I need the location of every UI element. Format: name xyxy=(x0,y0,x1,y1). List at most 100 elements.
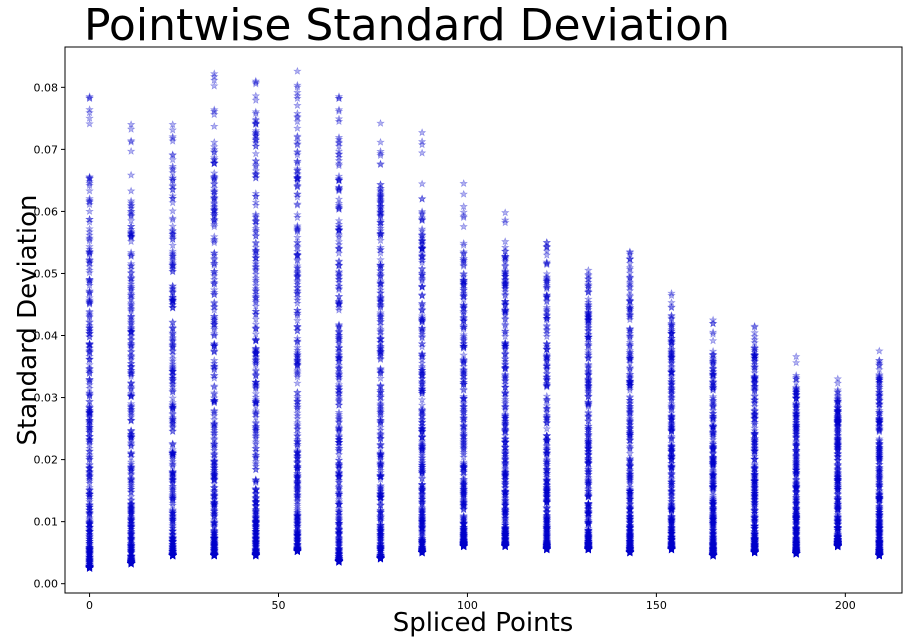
scatter-point xyxy=(85,549,94,558)
scatter-point xyxy=(85,93,94,102)
scatter-point xyxy=(126,136,136,145)
scatter-point xyxy=(85,173,94,182)
scatter-point xyxy=(126,475,136,484)
chart-title: Pointwise Standard Deviation xyxy=(84,0,730,51)
scatter-point xyxy=(168,537,177,546)
scatter-point xyxy=(126,559,136,568)
scatter-point xyxy=(85,298,94,308)
scatter-point xyxy=(85,544,94,553)
scatter-point xyxy=(126,534,136,543)
scatter-point xyxy=(293,378,302,387)
scatter-point xyxy=(126,391,136,400)
scatter-point xyxy=(376,137,385,146)
data-points xyxy=(85,66,884,572)
scatter-point xyxy=(126,359,136,368)
scatter-point xyxy=(126,475,136,485)
scatter-point xyxy=(85,307,94,316)
scatter-point xyxy=(168,267,177,276)
scatter-point xyxy=(85,538,94,548)
scatter-point xyxy=(85,453,94,462)
scatter-point xyxy=(126,201,136,210)
scatter-point xyxy=(85,537,94,546)
scatter-point xyxy=(126,318,136,327)
scatter-point xyxy=(85,543,94,552)
scatter-point xyxy=(126,425,136,435)
scatter-point xyxy=(85,518,94,527)
scatter-point xyxy=(85,256,94,265)
scatter-point xyxy=(126,232,136,241)
scatter-point xyxy=(126,503,136,512)
scatter-point xyxy=(85,323,94,333)
scatter-point xyxy=(126,268,136,277)
scatter-point xyxy=(85,329,94,338)
scatter-point xyxy=(126,365,136,375)
scatter-point xyxy=(126,516,136,525)
scatter-point xyxy=(126,533,136,542)
scatter-point xyxy=(126,527,136,536)
scatter-point xyxy=(85,343,94,352)
scatter-point xyxy=(85,563,94,572)
scatter-point xyxy=(168,427,177,436)
scatter-point xyxy=(85,435,94,444)
scatter-point xyxy=(126,558,136,567)
scatter-point xyxy=(126,290,136,299)
scatter-point xyxy=(85,407,94,416)
scatter-point xyxy=(85,295,94,304)
scatter-point xyxy=(85,545,94,554)
scatter-point xyxy=(126,433,136,442)
scatter-point xyxy=(85,119,94,128)
scatter-point xyxy=(85,555,94,564)
scatter-point xyxy=(376,160,385,169)
scatter-point xyxy=(85,288,94,297)
scatter-point xyxy=(85,544,94,553)
scatter-point xyxy=(168,549,177,558)
scatter-point xyxy=(85,407,94,416)
scatter-point xyxy=(126,264,136,273)
scatter-point xyxy=(85,501,94,510)
scatter-point xyxy=(85,454,94,464)
scatter-point xyxy=(126,508,136,517)
scatter-point xyxy=(126,555,136,564)
scatter-point xyxy=(126,559,136,568)
scatter-point xyxy=(168,491,177,500)
scatter-point xyxy=(85,421,94,430)
scatter-point xyxy=(85,435,94,444)
scatter-point xyxy=(85,483,94,492)
scatter-point xyxy=(126,170,136,179)
scatter-point xyxy=(126,466,136,475)
scatter-point xyxy=(126,347,136,356)
scatter-point xyxy=(85,468,94,477)
scatter-point xyxy=(85,558,94,567)
scatter-point xyxy=(85,471,94,480)
scatter-point xyxy=(126,548,136,557)
scatter-point xyxy=(126,441,136,450)
scatter-point xyxy=(293,66,302,75)
scatter-point xyxy=(126,268,136,277)
scatter-point xyxy=(126,301,136,310)
scatter-point xyxy=(85,401,94,410)
scatter-point xyxy=(85,550,94,559)
scatter-point xyxy=(168,520,177,529)
scatter-point xyxy=(126,146,136,155)
scatter-point xyxy=(85,346,94,355)
scatter-point xyxy=(126,521,136,530)
scatter-point xyxy=(85,478,94,487)
scatter-point xyxy=(126,388,136,398)
scatter-point xyxy=(126,415,136,424)
scatter-point xyxy=(126,559,136,568)
scatter-point xyxy=(85,548,94,558)
scatter-point xyxy=(85,563,94,572)
scatter-point xyxy=(126,558,136,567)
scatter-point xyxy=(126,327,136,336)
scatter-point xyxy=(85,397,94,406)
scatter-point xyxy=(168,371,177,380)
scatter-point xyxy=(85,200,94,209)
scatter-point xyxy=(85,93,94,103)
scatter-point xyxy=(85,523,94,532)
scatter-point xyxy=(85,348,94,357)
scatter-point xyxy=(85,505,94,514)
scatter-point xyxy=(126,336,136,345)
scatter-point xyxy=(126,233,136,242)
scatter-point xyxy=(85,562,94,571)
scatter-point xyxy=(126,558,136,567)
